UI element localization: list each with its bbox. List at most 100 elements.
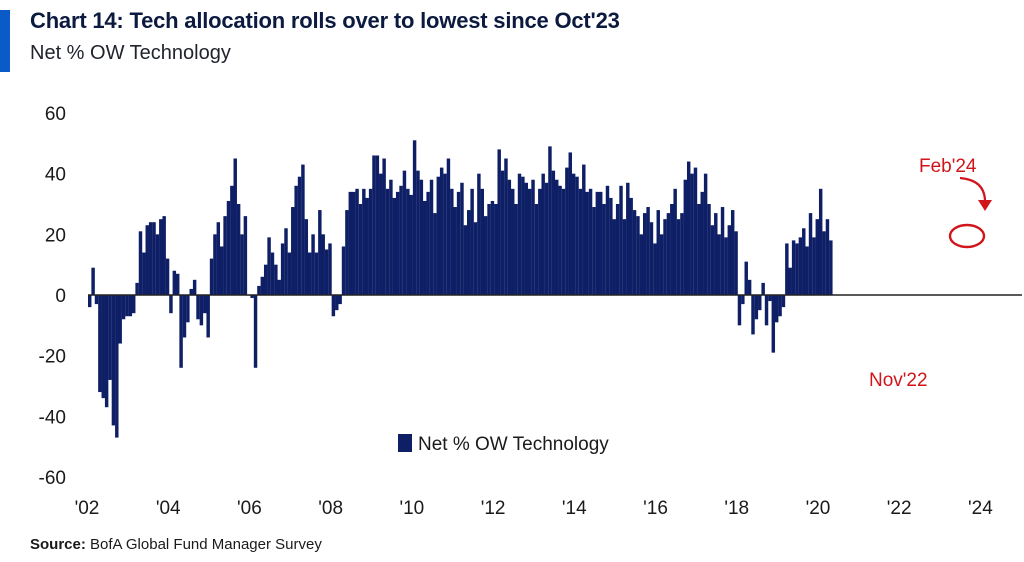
source-text: BofA Global Fund Manager Survey bbox=[85, 536, 322, 553]
bar bbox=[358, 204, 363, 295]
bar bbox=[774, 295, 779, 323]
bar bbox=[778, 295, 782, 317]
bar bbox=[460, 182, 464, 295]
bar bbox=[551, 170, 556, 295]
bar bbox=[362, 188, 366, 295]
bar bbox=[812, 237, 816, 295]
bar bbox=[419, 179, 424, 295]
bar bbox=[433, 213, 437, 295]
bar bbox=[196, 295, 200, 320]
annotation-nov22: Nov'22 bbox=[869, 370, 928, 391]
bar bbox=[328, 243, 332, 295]
x-tick-label: '18 bbox=[724, 498, 749, 519]
bar bbox=[575, 176, 579, 295]
bar bbox=[270, 252, 275, 295]
bar bbox=[825, 219, 830, 295]
bar bbox=[791, 240, 796, 295]
bar bbox=[758, 295, 762, 311]
bar bbox=[602, 204, 606, 295]
bar bbox=[534, 204, 539, 295]
title-accent-bar bbox=[0, 10, 10, 72]
bar bbox=[781, 295, 786, 308]
bar bbox=[406, 188, 410, 295]
bar bbox=[355, 188, 359, 295]
bar bbox=[517, 173, 522, 295]
bar bbox=[815, 219, 820, 295]
bar bbox=[348, 191, 353, 295]
source-note: Source: BofA Global Fund Manager Survey bbox=[30, 536, 322, 553]
bar bbox=[659, 234, 664, 295]
bar bbox=[558, 185, 562, 295]
bar bbox=[548, 146, 552, 295]
bar bbox=[375, 155, 380, 295]
bar bbox=[751, 295, 755, 335]
bar bbox=[521, 176, 525, 295]
bar bbox=[351, 191, 356, 295]
bar bbox=[243, 216, 248, 295]
bar bbox=[710, 225, 715, 295]
x-tick-label: '04 bbox=[156, 498, 181, 519]
bar bbox=[385, 188, 390, 295]
bar bbox=[439, 167, 444, 295]
bar bbox=[253, 295, 258, 368]
bar bbox=[331, 295, 336, 317]
bar bbox=[578, 188, 583, 295]
bar bbox=[101, 295, 105, 399]
bar bbox=[585, 191, 589, 295]
bar bbox=[541, 173, 545, 295]
x-tick-label: '12 bbox=[481, 498, 506, 519]
bar bbox=[490, 200, 495, 295]
bar bbox=[436, 176, 441, 295]
bar bbox=[639, 234, 644, 295]
bar bbox=[257, 285, 261, 295]
bar bbox=[642, 213, 647, 295]
bar bbox=[115, 295, 119, 438]
bar bbox=[829, 240, 833, 295]
bar bbox=[423, 200, 427, 295]
y-tick-label: 0 bbox=[55, 286, 66, 307]
bar bbox=[304, 219, 309, 295]
bar bbox=[230, 185, 234, 295]
bar bbox=[219, 246, 224, 295]
bar bbox=[409, 194, 413, 295]
bar bbox=[121, 295, 126, 320]
bar bbox=[104, 295, 109, 408]
bar bbox=[260, 276, 265, 295]
bar bbox=[223, 216, 227, 295]
bar bbox=[497, 149, 501, 295]
bar bbox=[785, 243, 789, 295]
bar bbox=[588, 188, 593, 295]
bar bbox=[504, 158, 508, 295]
annotation-circle bbox=[948, 223, 986, 249]
x-tick-label: '24 bbox=[968, 498, 993, 519]
bar bbox=[724, 237, 728, 295]
bar bbox=[131, 295, 136, 314]
bar bbox=[240, 234, 244, 295]
bar bbox=[287, 252, 292, 295]
bar bbox=[680, 213, 684, 295]
bar bbox=[720, 207, 725, 295]
bar bbox=[426, 191, 430, 295]
bar bbox=[686, 161, 691, 295]
bar bbox=[768, 295, 772, 302]
bar bbox=[670, 204, 674, 295]
bar bbox=[159, 219, 163, 295]
bar bbox=[683, 179, 688, 295]
bar bbox=[338, 295, 342, 305]
bar bbox=[395, 191, 400, 295]
bar bbox=[142, 252, 146, 295]
bar bbox=[463, 225, 468, 295]
bar bbox=[595, 191, 600, 295]
chart-title: Chart 14: Tech allocation rolls over to … bbox=[30, 8, 620, 33]
bar bbox=[612, 219, 616, 295]
bar bbox=[186, 295, 190, 323]
bar bbox=[538, 188, 542, 295]
bar bbox=[676, 219, 681, 295]
bar bbox=[531, 179, 535, 295]
bar bbox=[477, 173, 481, 295]
annotations: Feb'24 Nov'22 bbox=[869, 156, 992, 391]
bar bbox=[734, 231, 738, 295]
bar bbox=[605, 185, 610, 295]
x-tick-label: '14 bbox=[562, 498, 587, 519]
